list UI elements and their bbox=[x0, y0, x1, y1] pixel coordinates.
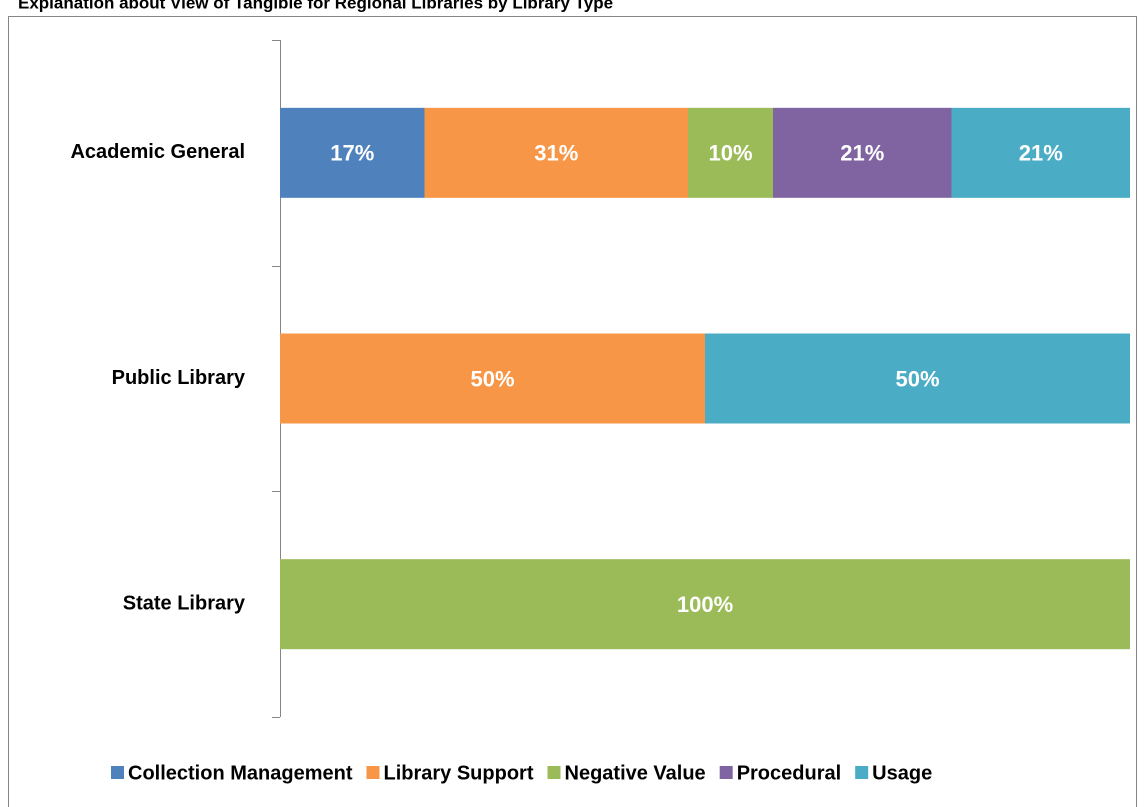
legend-swatch bbox=[111, 766, 124, 779]
bar-segment bbox=[424, 107, 688, 198]
bar-segment bbox=[280, 333, 705, 424]
legend-swatch bbox=[547, 766, 561, 779]
y-tick-label: Academic General bbox=[70, 141, 245, 163]
legend-label: Library Support bbox=[383, 762, 533, 784]
legend-swatch bbox=[366, 766, 380, 779]
bar-segment bbox=[951, 107, 1130, 198]
data-label: 50% bbox=[895, 366, 939, 391]
bar-segment bbox=[688, 107, 773, 198]
bar-segment bbox=[280, 559, 1130, 650]
legend-label: Usage bbox=[872, 762, 932, 784]
y-tick-label: Public Library bbox=[112, 367, 246, 389]
data-label: 31% bbox=[534, 141, 578, 166]
legend-swatch bbox=[855, 766, 869, 779]
data-label: 21% bbox=[1019, 141, 1063, 166]
bar-segment bbox=[280, 107, 425, 198]
legend-label: Negative Value bbox=[565, 762, 706, 784]
data-label: 17% bbox=[330, 141, 374, 166]
bar-segment bbox=[705, 333, 1130, 424]
y-tick-label: State Library bbox=[123, 592, 246, 614]
legend-swatch bbox=[719, 766, 733, 779]
legend-label: Collection Management bbox=[128, 762, 353, 784]
legend-label: Procedural bbox=[737, 762, 841, 784]
data-label: 21% bbox=[840, 141, 884, 166]
data-label: 10% bbox=[708, 141, 752, 166]
bar-segment bbox=[773, 107, 952, 198]
chart-title: Explanation about View of Tangible for R… bbox=[18, 0, 613, 12]
data-label: 50% bbox=[470, 366, 514, 391]
data-label: 100% bbox=[677, 592, 733, 617]
